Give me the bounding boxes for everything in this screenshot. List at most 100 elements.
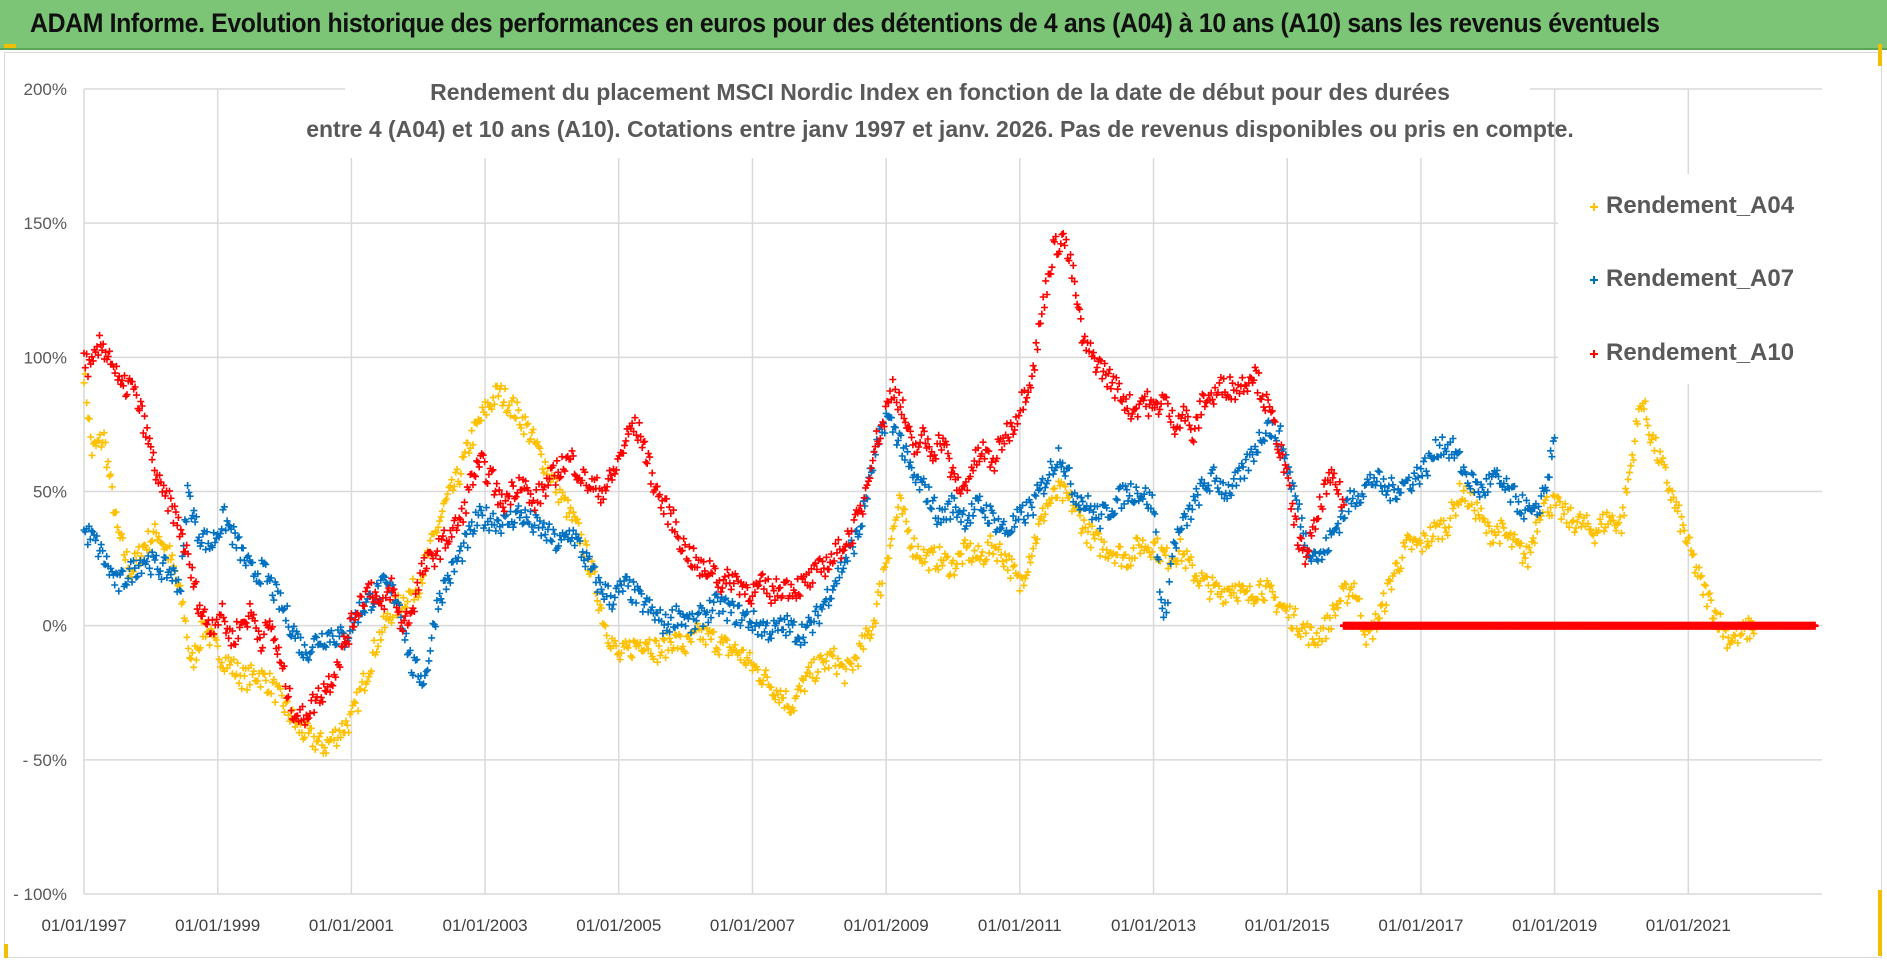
data-point [894, 436, 902, 444]
data-point [1486, 480, 1494, 488]
data-point [673, 533, 681, 540]
data-point [1422, 467, 1430, 475]
data-point [1507, 529, 1514, 537]
data-point [732, 619, 740, 626]
data-point [1178, 525, 1186, 533]
data-point [266, 670, 274, 677]
data-point [478, 511, 486, 519]
data-point [572, 530, 580, 538]
data-point [509, 482, 517, 490]
data-point [1374, 467, 1382, 475]
data-point [1690, 550, 1698, 558]
corner-mark-br [1878, 890, 1882, 956]
data-point [743, 608, 751, 616]
data-point [243, 686, 251, 694]
data-point [619, 587, 627, 595]
data-point [1176, 535, 1184, 543]
data-point [516, 514, 524, 522]
data-point [413, 579, 421, 587]
data-point [301, 734, 309, 741]
data-point [1008, 527, 1016, 535]
data-point [254, 570, 262, 578]
data-point [747, 600, 755, 608]
data-point [720, 576, 728, 584]
data-point [445, 538, 453, 546]
data-point [1188, 561, 1196, 569]
data-point [1087, 544, 1095, 552]
data-point [976, 492, 984, 500]
data-point [591, 563, 599, 571]
data-point [343, 721, 351, 729]
data-point [1376, 614, 1383, 622]
data-point [192, 656, 200, 664]
data-point [1231, 396, 1239, 403]
data-point [825, 664, 833, 672]
data-point [1109, 511, 1117, 519]
data-point [307, 648, 315, 656]
data-point [1067, 480, 1075, 488]
data-point [490, 400, 498, 408]
data-point [1223, 495, 1231, 502]
data-point [179, 598, 187, 606]
data-point [281, 708, 288, 716]
data-point [1182, 512, 1190, 520]
data-point [549, 526, 557, 534]
data-point [1024, 568, 1032, 576]
data-point [1524, 563, 1532, 571]
data-point [1482, 475, 1490, 483]
data-point [1413, 463, 1421, 471]
data-point [724, 599, 732, 607]
data-point [1456, 480, 1464, 488]
data-point [567, 537, 575, 545]
data-point [220, 614, 227, 621]
data-point [1716, 610, 1724, 618]
data-point [1674, 507, 1682, 515]
data-point [249, 671, 256, 678]
data-point [1017, 508, 1025, 516]
data-point [902, 442, 910, 450]
data-point [444, 490, 452, 498]
data-point [1695, 564, 1703, 572]
data-point [1035, 520, 1043, 528]
data-point [1062, 236, 1070, 244]
data-point [1065, 464, 1073, 472]
data-point [628, 654, 636, 662]
data-point [1077, 494, 1085, 502]
data-point [537, 500, 544, 507]
data-point [642, 458, 650, 466]
data-point [1589, 531, 1597, 539]
data-point [1493, 522, 1501, 530]
data-point [905, 526, 913, 534]
data-point [123, 581, 131, 589]
data-point [938, 562, 946, 570]
data-point [1204, 481, 1212, 489]
data-point [247, 661, 255, 669]
data-point [1093, 529, 1101, 536]
data-point [159, 559, 167, 567]
data-point [183, 633, 191, 641]
data-point [1021, 519, 1029, 527]
data-point [1322, 534, 1330, 542]
data-point [679, 643, 687, 650]
data-point [694, 610, 702, 618]
data-point [1334, 604, 1342, 612]
data-point [537, 532, 545, 540]
data-point [1730, 631, 1738, 639]
data-point [1258, 590, 1266, 598]
data-point [1452, 512, 1460, 520]
data-point [337, 734, 345, 741]
data-point [468, 518, 476, 526]
data-point [700, 558, 708, 566]
data-point [699, 636, 707, 644]
data-point [184, 645, 192, 652]
y-tick-label: 150% [24, 214, 67, 233]
data-point [466, 526, 474, 534]
data-point [795, 635, 803, 643]
data-point [1208, 574, 1216, 581]
data-point [128, 378, 136, 386]
data-point [458, 557, 466, 565]
data-point [925, 566, 933, 574]
data-point [152, 529, 160, 537]
data-point [1028, 552, 1036, 560]
data-point [298, 650, 306, 658]
